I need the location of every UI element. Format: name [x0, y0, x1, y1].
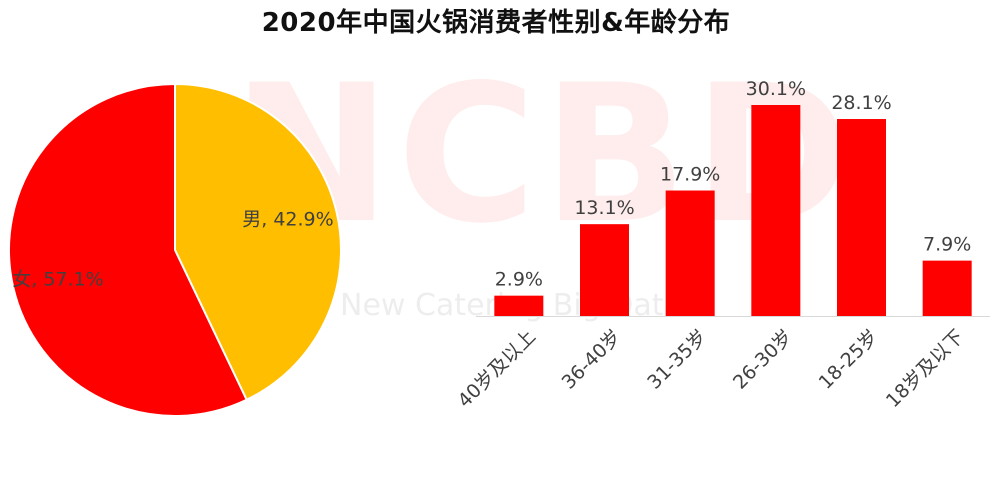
bar: [665, 190, 715, 316]
x-tick-label: 36-40岁: [558, 326, 626, 394]
gender-pie-chart: 男, 42.9% 女, 57.1%: [8, 82, 342, 417]
pie-slice-female: [8, 82, 248, 417]
page-title: 2020年中国火锅消费者性别&年龄分布: [261, 8, 731, 38]
bar-data-label: 17.9%: [660, 164, 720, 186]
pie-label-female: 女, 57.1%: [12, 269, 103, 291]
bar: [494, 295, 544, 316]
bar: [922, 260, 972, 316]
x-tick-label: 26-30岁: [729, 326, 797, 394]
pie-label-male: 男, 42.9%: [242, 209, 333, 231]
bar-data-label: 7.9%: [923, 234, 971, 256]
bar-data-label: 2.9%: [495, 269, 543, 291]
bar: [580, 224, 629, 316]
bar: [837, 119, 886, 317]
bar-data-label: 30.1%: [746, 78, 806, 100]
bar-data-label: 13.1%: [574, 197, 634, 219]
age-bar-chart: 2.9% 40岁及以上 13.1% 36-40岁 17.9% 31-35岁 30.1% 26-…: [454, 78, 990, 412]
x-tick-label: 18-25岁: [815, 326, 883, 394]
pie-slice-male: [174, 82, 342, 402]
x-tick-label: 31-35岁: [643, 326, 711, 394]
bar-data-label: 28.1%: [831, 92, 891, 114]
x-tick-label: 40岁及以上: [454, 326, 540, 412]
bar: [751, 105, 801, 316]
x-tick-label: 18岁及以下: [882, 326, 968, 412]
